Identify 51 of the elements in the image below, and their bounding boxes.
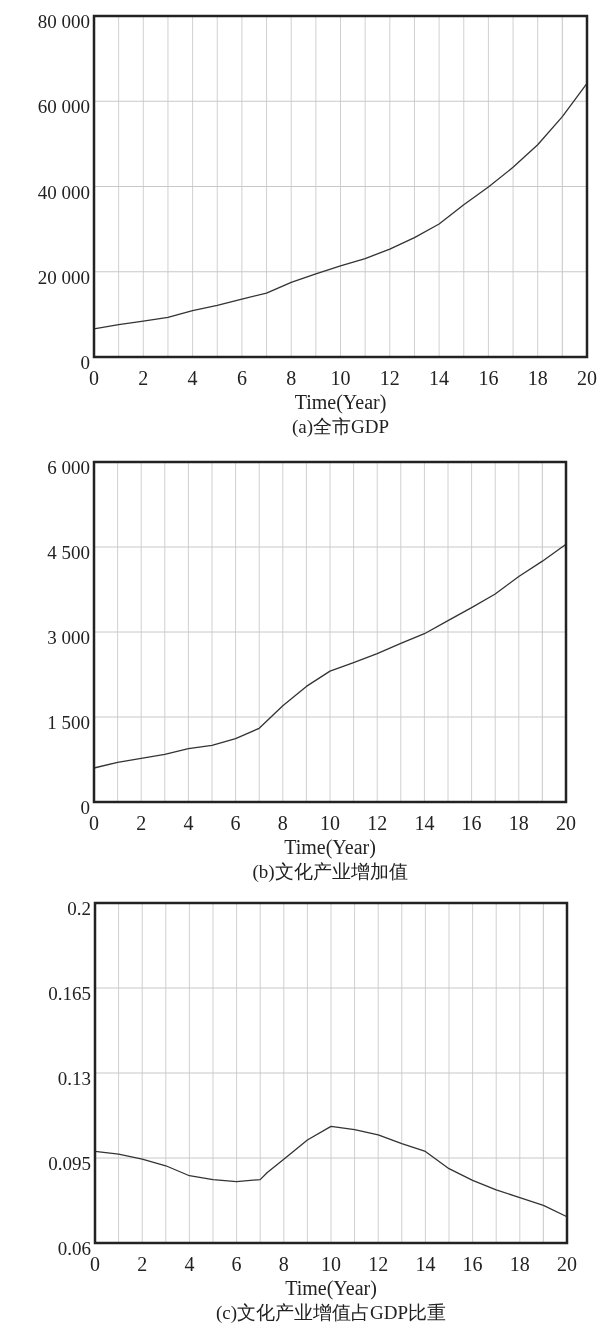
y-tick-label: 40 000 <box>37 181 90 203</box>
x-tick-label: 2 <box>138 367 149 389</box>
x-tick-label: 20 <box>577 367 597 389</box>
x-tick-label: 16 <box>478 367 499 389</box>
x-tick-label: 18 <box>508 812 529 834</box>
text: (b)文化产业增加值 <box>252 861 408 883</box>
y-tick-label: 80 000 <box>37 11 90 32</box>
x-axis-title: Time(Year) <box>285 1277 377 1300</box>
x-tick-label: 10 <box>321 1253 341 1275</box>
x-tick-label: 14 <box>414 812 435 834</box>
x-axis-title: Time(Year) <box>294 391 387 414</box>
x-tick-label: 6 <box>231 1253 242 1275</box>
y-tick-label: 4 500 <box>47 542 90 563</box>
y-tick-label: 0 <box>80 797 90 818</box>
x-tick-label: 12 <box>379 367 400 389</box>
y-tick-label: 0.2 <box>67 898 91 919</box>
x-tick-label: 12 <box>368 1253 389 1275</box>
x-tick-label: 2 <box>136 812 147 834</box>
y-tick-label: 60 000 <box>37 96 90 118</box>
y-tick-label: 0.13 <box>57 1068 91 1089</box>
y-tick-label: 0.095 <box>48 1153 91 1174</box>
x-tick-label: 2 <box>137 1253 148 1275</box>
x-tick-label: 6 <box>230 812 241 834</box>
x-tick-label: 4 <box>183 812 194 834</box>
x-tick-label: 14 <box>415 1253 436 1275</box>
x-tick-label: 16 <box>462 1253 483 1275</box>
x-tick-label: 14 <box>429 367 450 389</box>
y-tick-label: 0 <box>80 352 90 373</box>
x-axis-title: Time(Year) <box>284 836 376 859</box>
y-tick-label: 6 000 <box>47 457 90 478</box>
y-tick-label: 0.06 <box>57 1238 91 1259</box>
y-tick-label: 20 000 <box>37 266 90 288</box>
y-tick-label: 0.165 <box>48 983 91 1004</box>
x-tick-label: 6 <box>236 367 247 389</box>
x-tick-label: 8 <box>277 812 288 834</box>
x-tick-label: 16 <box>461 812 482 834</box>
x-tick-label: 8 <box>286 367 297 389</box>
x-tick-label: 4 <box>187 367 198 389</box>
x-tick-label: 20 <box>557 1253 577 1275</box>
y-tick-label: 1 500 <box>47 712 90 733</box>
text: (a)全市GDP <box>291 416 390 438</box>
x-tick-label: 20 <box>556 812 576 834</box>
x-tick-label: 8 <box>278 1253 289 1275</box>
x-tick-label: 12 <box>367 812 388 834</box>
x-tick-label: 4 <box>184 1253 195 1275</box>
x-tick-label: 18 <box>527 367 548 389</box>
x-tick-label: 10 <box>320 812 340 834</box>
x-tick-label: 10 <box>330 367 351 389</box>
text: (c)文化产业增值占GDP比重 <box>215 1302 447 1324</box>
y-tick-label: 3 000 <box>47 627 90 648</box>
x-tick-label: 18 <box>509 1253 530 1275</box>
